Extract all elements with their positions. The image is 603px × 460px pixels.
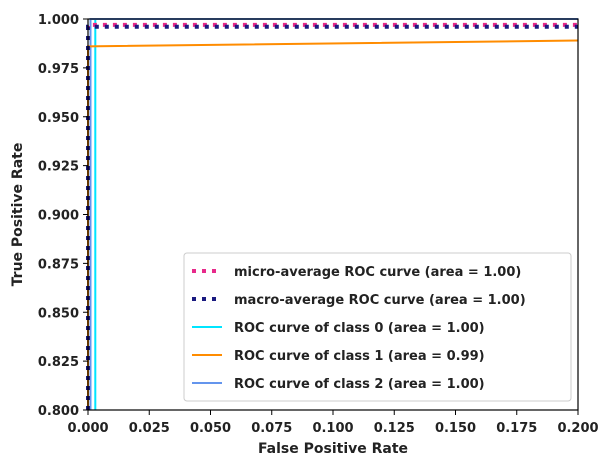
x-tick-label: 0.125 bbox=[374, 421, 415, 436]
y-tick-label: 0.800 bbox=[38, 404, 79, 419]
legend-label: ROC curve of class 0 (area = 1.00) bbox=[234, 321, 485, 336]
x-tick-label: 0.175 bbox=[496, 421, 537, 436]
x-tick-label: 0.050 bbox=[190, 421, 231, 436]
x-tick-label: 0.150 bbox=[435, 421, 476, 436]
y-tick-label: 0.875 bbox=[38, 257, 79, 272]
y-axis-label: True Positive Rate bbox=[10, 143, 26, 287]
y-tick-label: 0.825 bbox=[38, 355, 79, 370]
y-tick-label: 0.975 bbox=[38, 62, 79, 77]
x-tick-label: 0.200 bbox=[557, 421, 598, 436]
y-axis: 0.800 0.825 0.850 0.875 0.900 0.925 0.950 0.975… bbox=[38, 13, 88, 419]
x-tick-label: 0.075 bbox=[251, 421, 292, 436]
x-tick-label: 0.100 bbox=[312, 421, 353, 436]
y-tick-label: 0.850 bbox=[38, 306, 79, 321]
legend-label: ROC curve of class 1 (area = 0.99) bbox=[234, 349, 485, 364]
legend-label: micro-average ROC curve (area = 1.00) bbox=[234, 265, 521, 280]
legend-label: ROC curve of class 2 (area = 1.00) bbox=[234, 377, 485, 392]
y-tick-label: 0.900 bbox=[38, 209, 79, 224]
legend-box bbox=[183, 252, 572, 402]
x-axis-label: False Positive Rate bbox=[258, 441, 408, 457]
y-tick-label: 1.000 bbox=[38, 13, 79, 28]
y-tick-label: 0.925 bbox=[38, 160, 79, 175]
legend-label: macro-average ROC curve (area = 1.00) bbox=[234, 293, 526, 308]
x-tick-label: 0.000 bbox=[67, 421, 108, 436]
x-axis: 0.000 0.025 0.050 0.075 0.100 0.125 0.150 0.175… bbox=[67, 410, 599, 436]
series-line-0 bbox=[86, 22, 578, 410]
y-tick-label: 0.950 bbox=[38, 111, 79, 126]
x-tick-label: 0.025 bbox=[129, 421, 170, 436]
legend: micro-average ROC curve (area = 1.00) mac… bbox=[183, 252, 572, 402]
